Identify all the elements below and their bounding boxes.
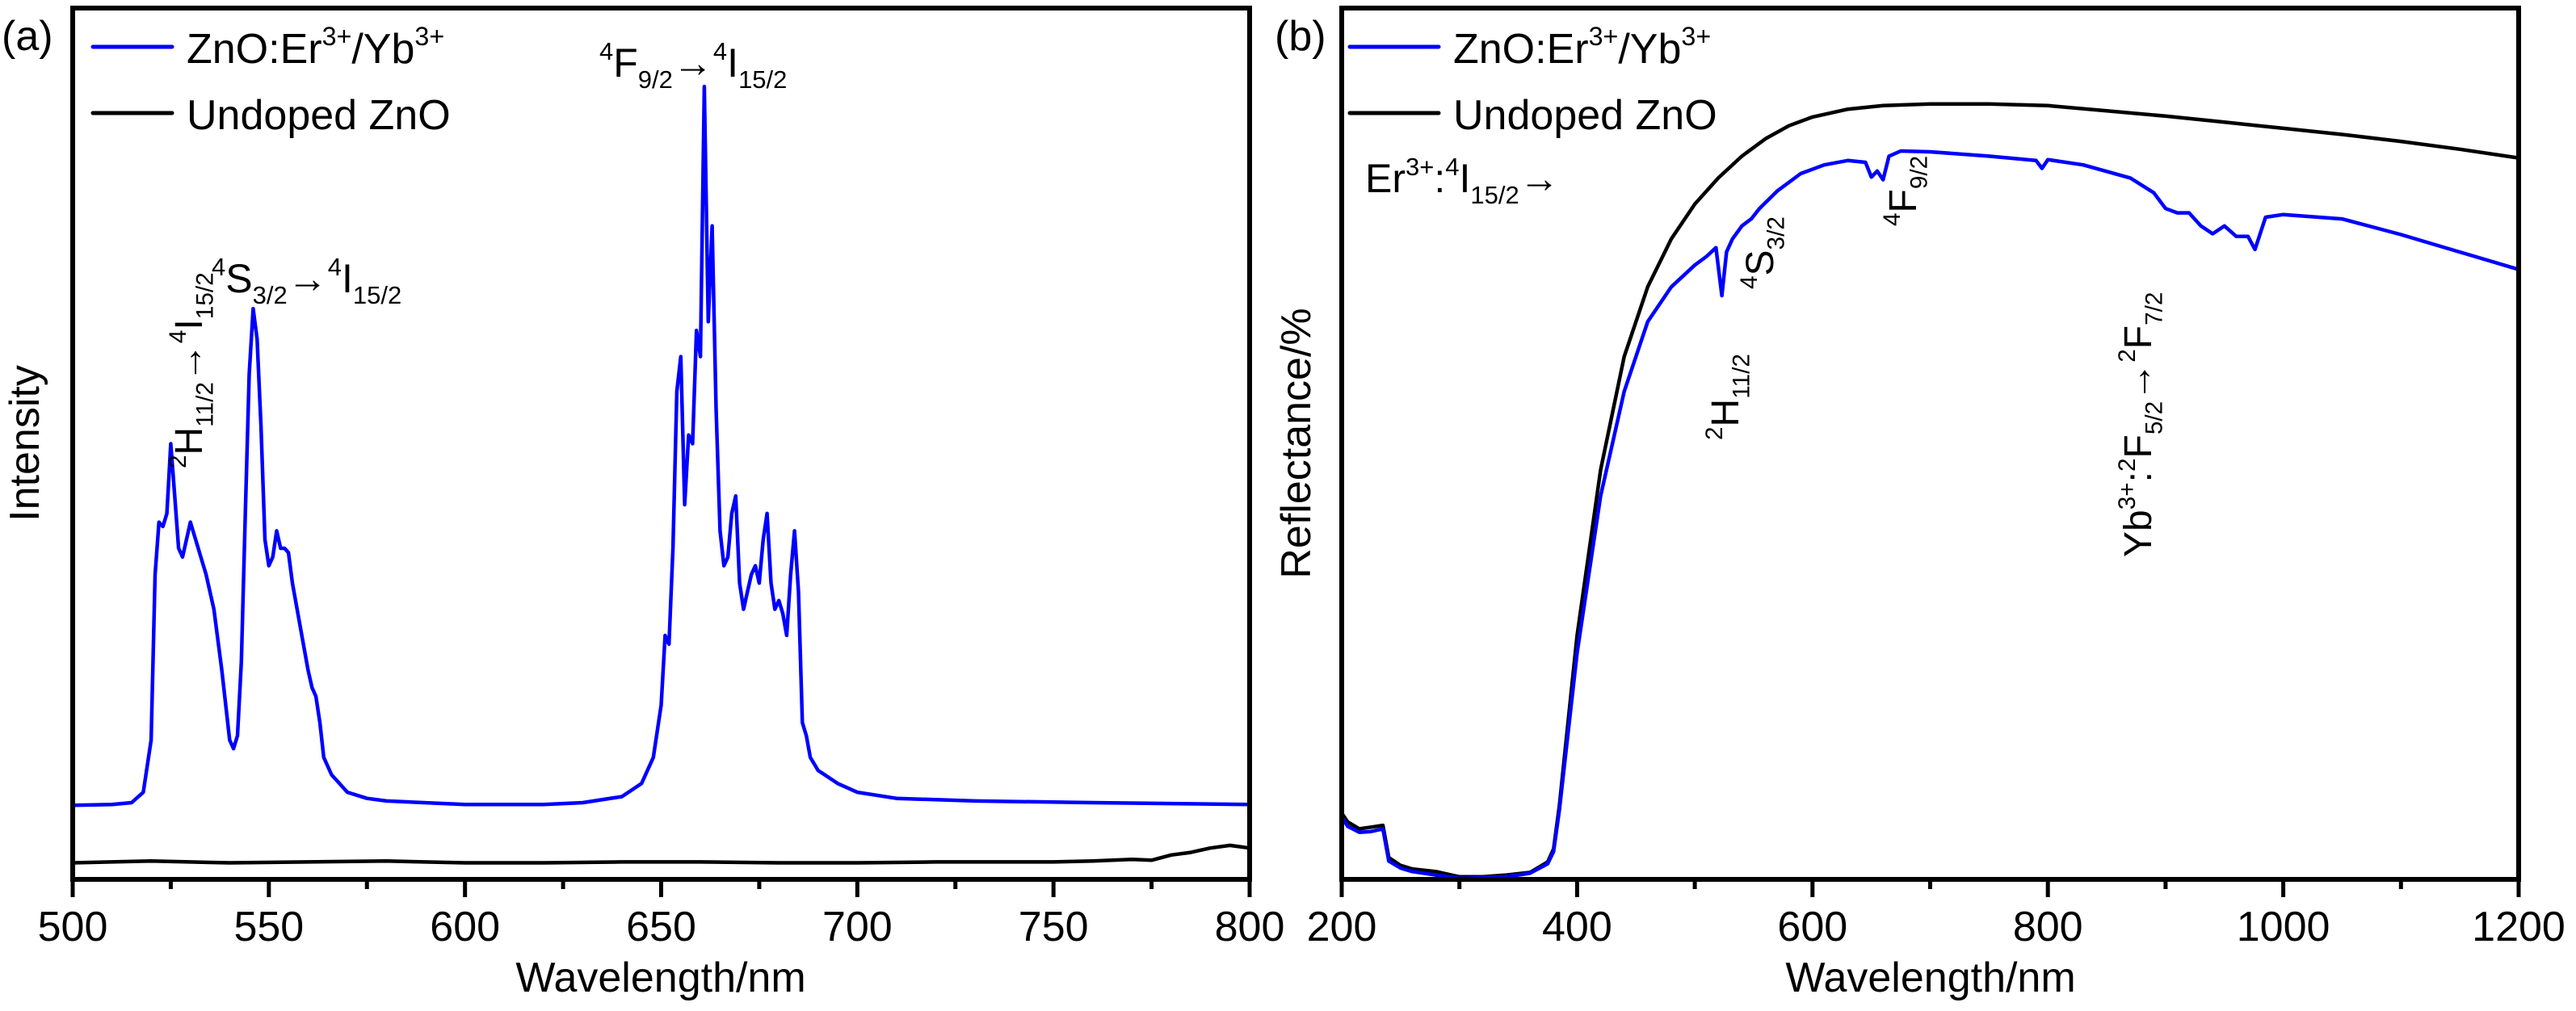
panel-b-y-axis-label: Reflectance/% xyxy=(1273,308,1320,578)
x-tick-label: 800 xyxy=(1215,904,1285,950)
panel-label-a: (a) xyxy=(2,13,53,60)
legend-label-undoped-zno: Undoped ZnO xyxy=(1453,92,1717,139)
x-tick-label: 1200 xyxy=(2472,904,2565,950)
annotation-s32: 4S3/2→4I15/2 xyxy=(212,253,401,309)
annotation-s32: 4S3/2 xyxy=(1736,216,1790,289)
panel-b-x-ticks: 200 400 600 800 1000 1200 xyxy=(1307,879,2565,950)
annotation-f92: 4F9/2 xyxy=(1879,156,1933,226)
annotation-yb: Yb3+:2F5/2→2F7/2 xyxy=(2114,292,2168,557)
series-line-zno-er-yb xyxy=(72,84,1250,808)
panel-b-series xyxy=(1340,102,2519,881)
x-tick-label: 700 xyxy=(822,904,893,950)
x-tick-label: 200 xyxy=(1307,904,1377,950)
legend-label-zno-er-yb: ZnO:Er3+/Yb3+ xyxy=(1453,22,1711,73)
series-line-undoped-zno xyxy=(1340,102,2519,879)
annotation-er-prefix: Er3+:4I15/2→ xyxy=(1365,153,1560,209)
panel-label-b: (b) xyxy=(1275,13,1326,60)
legend-label-undoped-zno: Undoped ZnO xyxy=(187,92,451,139)
panel-a-x-ticks: 500 550 600 650 700 750 800 xyxy=(38,879,1285,950)
annotation-h112: 2H11/2 xyxy=(1701,354,1755,440)
x-tick-label: 500 xyxy=(38,904,108,950)
series-line-undoped-zno xyxy=(72,843,1250,865)
panel-b-x-axis-label: Wavelength/nm xyxy=(1785,954,2075,1001)
panel-a-legend: ZnO:Er3+/Yb3+ Undoped ZnO xyxy=(90,22,451,139)
x-tick-label: 650 xyxy=(626,904,696,950)
panel-a-y-axis-label: Intensity xyxy=(2,365,48,522)
x-tick-label: 550 xyxy=(233,904,304,950)
x-tick-label: 600 xyxy=(1777,904,1847,950)
x-tick-label: 800 xyxy=(2013,904,2083,950)
x-tick-label: 400 xyxy=(1542,904,1612,950)
panel-b-legend: ZnO:Er3+/Yb3+ Undoped ZnO xyxy=(1347,22,1717,139)
x-tick-label: 750 xyxy=(1019,904,1089,950)
legend-label-zno-er-yb: ZnO:Er3+/Yb3+ xyxy=(187,22,444,73)
series-line-zno-er-yb xyxy=(1340,149,2519,881)
panel-b: (b) Er3+:4I15/2→ 2H11/2 4S3/2 4F9/2 Yb3+:2F5… xyxy=(1273,6,2565,1001)
x-tick-label: 600 xyxy=(430,904,500,950)
panel-b-annotations: Er3+:4I15/2→ 2H11/2 4S3/2 4F9/2 Yb3+:2F5/2→2… xyxy=(1365,153,2167,557)
panel-a-series xyxy=(72,84,1250,865)
panel-a-x-axis-label: Wavelength/nm xyxy=(515,954,805,1001)
x-tick-label: 1000 xyxy=(2237,904,2330,950)
annotation-f92: 4F9/2→4I15/2 xyxy=(599,37,787,94)
annotation-h11: 2H11/2→4I15/2 xyxy=(165,272,219,468)
